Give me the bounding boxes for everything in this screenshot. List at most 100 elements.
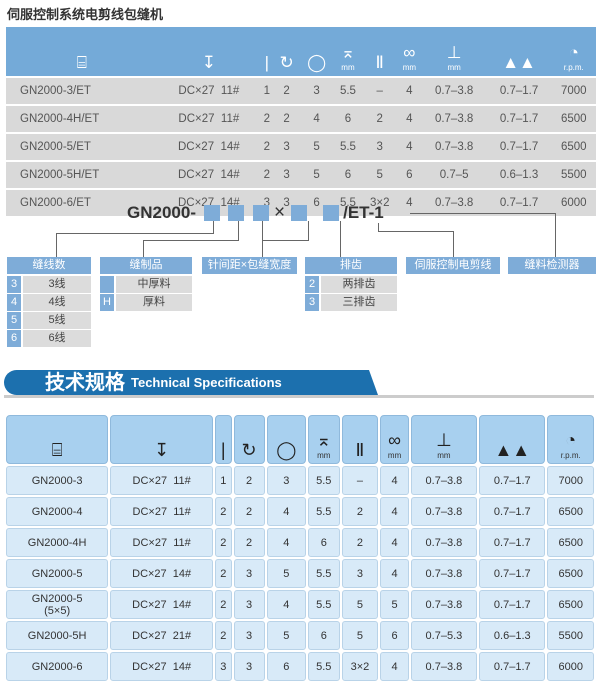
table-cell: 5 xyxy=(362,162,398,188)
table-cell: 6 xyxy=(308,621,340,650)
header-cell: ↧ xyxy=(157,27,261,76)
header-cell: ⊥ mm xyxy=(421,27,487,76)
table-cell: 3 xyxy=(299,78,334,104)
unit-label: r.p.m. xyxy=(560,451,581,460)
table-cell: 2 xyxy=(260,106,274,132)
table-cell: 0.7–1.7 xyxy=(486,134,552,160)
table-cell: 2 xyxy=(215,528,232,557)
option-code: H xyxy=(100,294,114,311)
table-cell: DC×27 14# xyxy=(110,559,214,588)
option-label: 厚料 xyxy=(116,294,192,311)
table-cell: 0.7–5.3 xyxy=(410,621,478,650)
table-cell: 1 xyxy=(215,466,232,495)
table-cell: DC×27 14# xyxy=(110,652,214,681)
model-code-prefix: GN2000- xyxy=(127,203,196,222)
speed-icon: ◔ xyxy=(565,430,577,450)
table-cell: 3 xyxy=(233,652,265,681)
unit-label: mm xyxy=(447,63,461,72)
table-cell: GN2000-5H/ET xyxy=(6,162,158,188)
table-row: GN2000-5H DC×27 21# 2 3 5 6 5 6 0.7–5.3 0.6–1.3 55… xyxy=(6,621,594,650)
table-cell: GN2000-6/ET xyxy=(6,190,158,216)
table-cell: 6 xyxy=(333,162,363,188)
label-servo-trimmer: 伺服控制电剪线 xyxy=(406,257,500,274)
option-row: 中厚料 xyxy=(100,276,192,293)
option-row: 5 5线 xyxy=(7,312,91,329)
stitch-height-icon: ⌅ xyxy=(340,43,356,62)
table-cell: DC×27 11# xyxy=(110,466,214,495)
table-cell: GN2000-4H/ET xyxy=(6,106,158,132)
table-cell: 6500 xyxy=(551,106,596,132)
label-material: 缝制品 xyxy=(100,257,192,274)
needle-spacing-icon: ↧ xyxy=(201,53,216,72)
code-times: × xyxy=(273,202,286,223)
option-code: 4 xyxy=(7,294,21,311)
option-label: 三排齿 xyxy=(321,294,397,311)
table-cell: 4 xyxy=(299,106,334,132)
option-label: 两排齿 xyxy=(321,276,397,293)
header-cell: Ⅱ xyxy=(341,415,379,464)
differential-feed-icon: ▲▲ xyxy=(502,53,536,72)
code-slot-material xyxy=(227,205,244,221)
table-cell: GN2000-5/ET xyxy=(6,134,158,160)
header-cell: ↻ xyxy=(233,415,265,464)
code-suffix: /ET-1 xyxy=(343,203,384,222)
table-cell: 2 xyxy=(215,590,232,619)
option-row: 4 4线 xyxy=(7,294,91,311)
header-cell: ↻ xyxy=(273,27,300,76)
table-cell: 0.7–1.7 xyxy=(479,590,546,619)
table-cell: 4 xyxy=(380,466,409,495)
needle-spacing-icon: ↧ xyxy=(154,440,170,460)
table-cell: 6500 xyxy=(551,134,596,160)
table-row: GN2000-4H/ET DC×27 11# 2 2 4 6 2 4 0.7–3.8 0.7–1.… xyxy=(6,106,596,132)
table-cell: 6500 xyxy=(547,528,594,557)
table-cell: DC×27 11# xyxy=(157,106,261,132)
table-cell: 0.6–1.3 xyxy=(479,621,546,650)
table-cell: 5 xyxy=(341,590,379,619)
table-cell: 0.7–3.8 xyxy=(421,106,487,132)
table-cell: 5.5 xyxy=(308,466,340,495)
option-row: 6 6线 xyxy=(7,330,91,347)
option-row: 3 三排齿 xyxy=(305,294,397,311)
unit-label: r.p.m. xyxy=(563,63,584,72)
table-cell: 3 xyxy=(273,134,300,160)
code-slot-teeth xyxy=(323,205,340,221)
table-cell: 0.7–1.7 xyxy=(479,466,546,495)
speed-icon: ◔ xyxy=(568,43,579,62)
table-cell: 3 xyxy=(233,559,265,588)
table-cell: GN2000-5 xyxy=(6,559,109,588)
feed-dog-icon: Ⅱ xyxy=(375,53,384,72)
option-code: 2 xyxy=(305,276,319,293)
page-title: 伺服控制系统电剪线包缝机 xyxy=(7,7,164,22)
table-cell: GN2000-4 xyxy=(6,497,109,526)
table-cell: 0.7–3.8 xyxy=(410,652,478,681)
stitch-height-icon: ⌅ xyxy=(316,430,332,450)
spec-table: ⌸ ↧ | ↻ ◯ ⌅ mm Ⅱ ∞ mm ⊥ mm ▲▲ ◔ r.p.m. GN2000-3 DC×27 11… xyxy=(4,413,596,683)
table-cell: 3 xyxy=(233,590,265,619)
needle-icon: | xyxy=(264,53,270,72)
looper-icon: ↻ xyxy=(241,440,257,460)
table-row: GN2000-4H DC×27 11# 2 2 4 6 2 4 0.7–3.8 0.7–1.7 65… xyxy=(6,528,594,557)
header-cell: ⊥ mm xyxy=(410,415,478,464)
section-divider xyxy=(4,395,594,398)
code-slot-threads xyxy=(203,205,220,221)
code-slot-needle-gauge xyxy=(252,205,269,221)
table-cell: 6 xyxy=(308,528,340,557)
header-cell: ⌸ xyxy=(6,27,158,76)
table-cell: 2 xyxy=(215,621,232,650)
table-cell: DC×27 11# xyxy=(110,497,214,526)
table-cell: 7000 xyxy=(547,466,594,495)
table-cell: DC×27 14# xyxy=(157,162,261,188)
table-cell: 6500 xyxy=(547,497,594,526)
table-cell: 2 xyxy=(260,134,274,160)
table-row: GN2000-6/ET DC×27 14# 3 3 6 5.5 3×2 4 0.7–3.8 0.7… xyxy=(6,190,596,216)
header-cell: ⌅ mm xyxy=(308,415,340,464)
table-cell: 4 xyxy=(266,590,307,619)
table-cell: 0.7–1.7 xyxy=(479,652,546,681)
section-heading: 技术规格 Technical Specifications xyxy=(45,370,282,395)
differential-feed-icon: ▲▲ xyxy=(494,440,531,460)
needle-icon: | xyxy=(220,440,226,460)
table-cell: 3 xyxy=(233,621,265,650)
table-cell: 2 xyxy=(341,528,379,557)
table-cell: 6 xyxy=(333,106,363,132)
table-cell: DC×27 21# xyxy=(110,621,214,650)
